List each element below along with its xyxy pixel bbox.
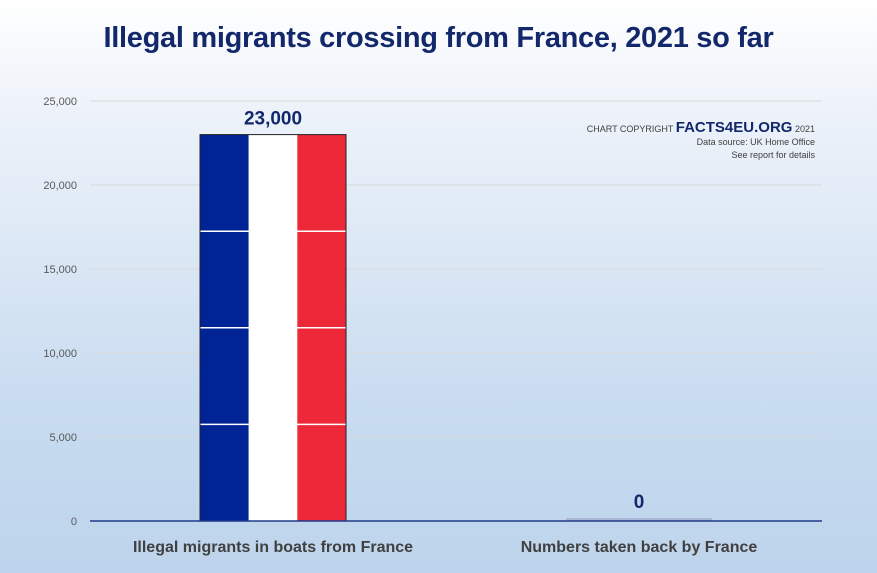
- credit-brand: FACTS4EU.ORG: [675, 119, 793, 136]
- data-label: 0: [634, 492, 645, 513]
- credit-source: Data source: UK Home Office: [696, 137, 815, 147]
- y-tick-label: 20,000: [43, 180, 77, 192]
- y-tick-label: 15,000: [43, 264, 77, 276]
- bar: [199, 134, 347, 522]
- credit-prefix: CHART COPYRIGHT: [586, 124, 674, 134]
- data-label: 23,000: [244, 109, 302, 130]
- chart-title: Illegal migrants crossing from France, 2…: [103, 22, 774, 54]
- x-category-label: Numbers taken back by France: [521, 539, 758, 556]
- y-tick-label: 0: [71, 516, 77, 528]
- bar: [566, 518, 712, 521]
- chart-credit: CHART COPYRIGHT FACTS4EU.ORG 2021 Data s…: [586, 119, 815, 162]
- y-tick-label: 5,000: [49, 432, 77, 444]
- credit-note: See report for details: [731, 150, 815, 160]
- y-tick-label: 25,000: [43, 96, 77, 108]
- y-tick-label: 10,000: [43, 348, 77, 360]
- credit-year: 2021: [794, 124, 815, 134]
- x-category-label: Illegal migrants in boats from France: [133, 539, 413, 556]
